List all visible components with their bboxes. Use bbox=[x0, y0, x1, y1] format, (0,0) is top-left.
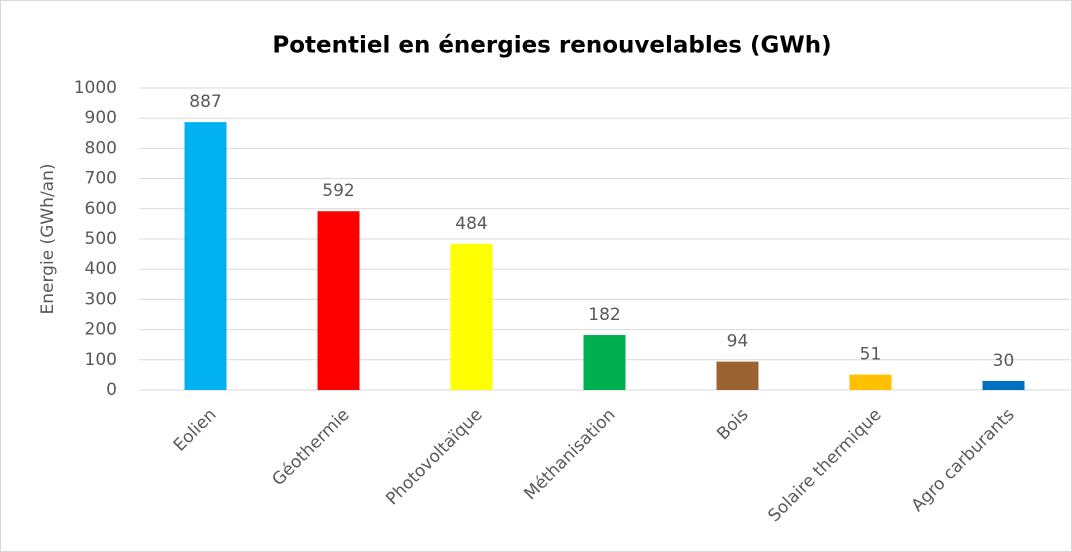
bar bbox=[450, 243, 493, 390]
y-tick-label: 400 bbox=[85, 259, 117, 279]
y-tick-label: 500 bbox=[85, 229, 117, 249]
bar bbox=[716, 361, 759, 390]
data-label: 51 bbox=[860, 345, 882, 365]
y-tick-label: 800 bbox=[85, 138, 117, 158]
bar bbox=[849, 374, 892, 390]
y-tick-label: 100 bbox=[85, 350, 117, 370]
bar bbox=[317, 211, 360, 390]
data-label: 94 bbox=[727, 332, 749, 352]
data-label: 887 bbox=[189, 92, 221, 112]
chart-title: Potentiel en énergies renouvelables (GWh… bbox=[272, 33, 831, 59]
data-label: 30 bbox=[993, 351, 1015, 371]
y-tick-label: 200 bbox=[85, 320, 117, 340]
y-tick-label: 300 bbox=[85, 289, 117, 309]
y-tick-label: 600 bbox=[85, 199, 117, 219]
bar bbox=[583, 335, 626, 390]
y-axis-label: Energie (GWh/an) bbox=[38, 164, 58, 315]
data-label: 182 bbox=[588, 305, 620, 325]
bar bbox=[982, 380, 1025, 390]
y-tick-label: 0 bbox=[106, 380, 117, 400]
y-tick-label: 900 bbox=[85, 108, 117, 128]
y-tick-label: 700 bbox=[85, 169, 117, 189]
data-label: 592 bbox=[322, 181, 354, 201]
y-tick-label: 1000 bbox=[74, 78, 117, 98]
bar bbox=[184, 122, 227, 390]
data-label: 484 bbox=[455, 214, 487, 234]
